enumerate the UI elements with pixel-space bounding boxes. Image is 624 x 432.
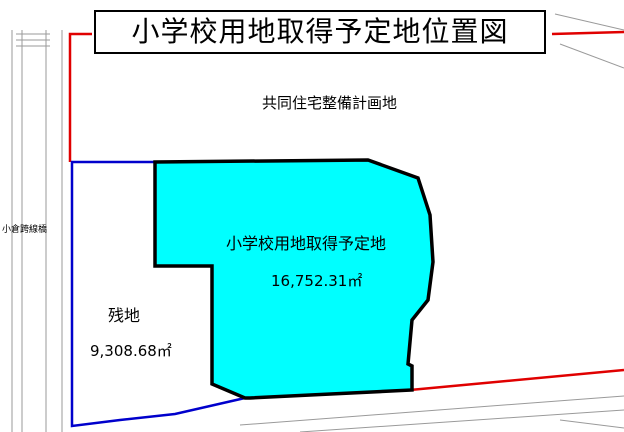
blue-boundary: [70, 160, 246, 428]
school-site-area: 16,752.31㎡: [271, 272, 363, 290]
base-map-lines: [11, 13, 624, 432]
map-title: 小学校用地取得予定地位置図: [94, 10, 546, 54]
school-site-polygon: [153, 158, 435, 400]
bridge-label: 小倉跨線橋: [2, 225, 48, 235]
school-site-label: 小学校用地取得予定地: [226, 234, 387, 253]
remainder-area: 9,308.68㎡: [90, 342, 172, 360]
remainder-label: 残地: [108, 306, 141, 325]
red-boundary: [68, 30, 624, 392]
housing-area-label: 共同住宅整備計画地: [262, 94, 398, 112]
